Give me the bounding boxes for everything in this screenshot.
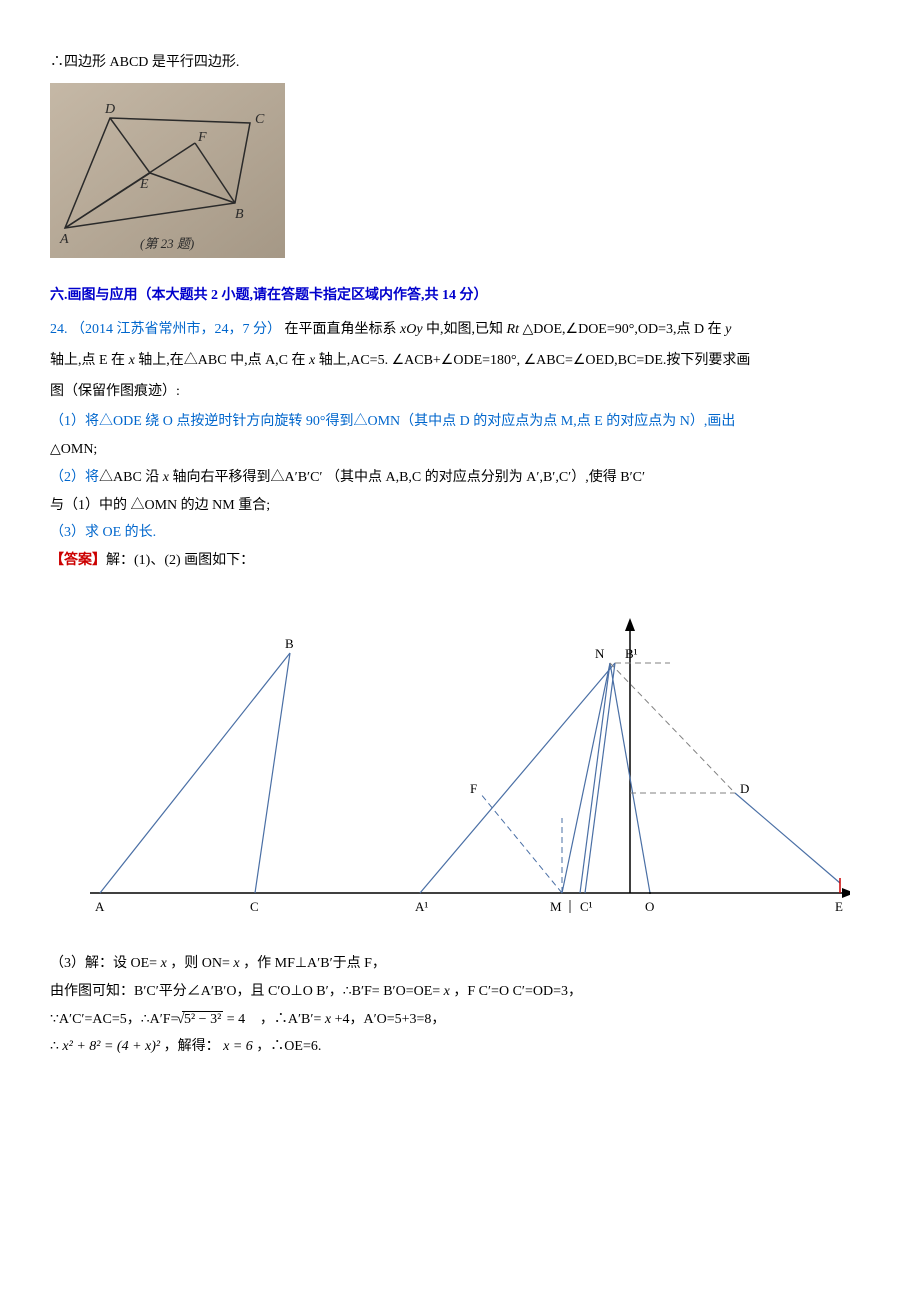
sol-x3: x bbox=[444, 984, 450, 999]
sub-problem-1: （1）将△ODE 绕 O 点按逆时针方向旋转 90°得到△OMN（其中点 D 的… bbox=[50, 410, 870, 434]
problem-24-line2-3: 轴上,AC=5. ∠ACB+∠ODE=180°, ∠ABC=∠OED,BC=DE… bbox=[319, 353, 751, 368]
problem-24-rt: Rt bbox=[507, 322, 519, 337]
problem-24-x1: x bbox=[129, 353, 135, 368]
diag-label-a: A bbox=[95, 899, 105, 914]
diag-label-n: N bbox=[595, 646, 605, 661]
problem-24-line3: 图（保留作图痕迹）: bbox=[50, 379, 870, 404]
sol-3a: ∵A′C′=AC=5，∴A′F= bbox=[50, 1012, 178, 1027]
sol-eq: x² + 8² = (4 + x)² bbox=[62, 1039, 160, 1054]
fig23-label-b: B bbox=[235, 207, 244, 222]
problem-24-intro3: △DOE,∠DOE=90°,OD=3,点 D 在 bbox=[523, 322, 722, 337]
sol-x4: x bbox=[325, 1012, 331, 1027]
conclusion-text: ∴四边形 ABCD 是平行四边形. bbox=[50, 50, 870, 75]
diag-label-b1: B¹ bbox=[625, 646, 638, 661]
sub1-a: （1）将△ODE 绕 O 点按逆时针方向旋转 90°得到△OMN（其中点 D 的… bbox=[50, 414, 735, 429]
section-6-title: 六.画图与应用（本大题共 2 小题,请在答题卡指定区域内作答,共 14 分） bbox=[50, 283, 870, 308]
figure-23-photo: A B C D E F (第 23 题) bbox=[50, 83, 870, 267]
sol-x5: x = 6 bbox=[223, 1039, 253, 1054]
answer-intro-text: 解：(1)、(2) 画图如下： bbox=[106, 553, 254, 568]
diag-label-m: M bbox=[550, 899, 562, 914]
fig23-caption: (第 23 题) bbox=[140, 236, 194, 251]
diag-label-a1: A¹ bbox=[415, 899, 428, 914]
solution-line3: ∵A′C′=AC=5，∴A′F= 5² − 3² = 4 √ ，∴A′B′= x… bbox=[50, 1008, 870, 1032]
problem-24-intro: 24. （2014 江苏省常州市，24，7 分） 在平面直角坐标系 xOy 中,… bbox=[50, 317, 870, 342]
problem-24-y: y bbox=[725, 322, 731, 337]
problem-24-source: （2014 江苏省常州市，24，7 分） bbox=[71, 322, 281, 337]
diag-label-o: O bbox=[645, 899, 654, 914]
fig23-label-f: F bbox=[197, 130, 207, 145]
sub2-c: 轴向右平移得到△A′B′C′ （其中点 A,B,C 的对应点分别为 A′,B′,… bbox=[173, 470, 646, 485]
problem-24-number: 24. bbox=[50, 322, 68, 337]
sub-problem-3: （3）求 OE 的长. bbox=[50, 521, 870, 545]
sol-3c: +4，A′O=5+3=8， bbox=[335, 1012, 446, 1027]
sol-4b: ，解得： bbox=[164, 1039, 220, 1054]
diag-label-b: B bbox=[285, 636, 294, 651]
sol-4c: ，∴OE=6. bbox=[256, 1039, 321, 1054]
sol-3b: ，∴A′B′= bbox=[260, 1012, 321, 1027]
problem-24-intro1: 在平面直角坐标系 bbox=[285, 322, 397, 337]
sub-problem-2d: 与（1）中的 △OMN 的边 NM 重合; bbox=[50, 494, 870, 518]
sol-4a: ∴ bbox=[50, 1039, 59, 1054]
sub-problem-1b: △OMN; bbox=[50, 438, 870, 462]
solution-line4: ∴ x² + 8² = (4 + x)² ，解得： x = 6 ，∴OE=6. bbox=[50, 1035, 870, 1059]
problem-24-line2-1: 轴上,点 E 在 bbox=[50, 353, 125, 368]
fig23-label-c: C bbox=[255, 112, 265, 127]
sol-x2: x bbox=[233, 956, 239, 971]
solution-line1: （3）解：设 OE= x ，则 ON= x ，作 MF⊥A′B′于点 F， bbox=[50, 952, 870, 976]
fig23-label-d: D bbox=[104, 102, 115, 117]
diag-label-c: C bbox=[250, 899, 259, 914]
sub-problem-2: （2）将△ABC 沿 x 轴向右平移得到△A′B′C′ （其中点 A,B,C 的… bbox=[50, 466, 870, 490]
sol-1c: ，作 MF⊥A′B′于点 F， bbox=[243, 956, 386, 971]
answer-intro: 【答案】解：(1)、(2) 画图如下： bbox=[50, 549, 870, 573]
sol-1a: （3）解：设 OE= bbox=[50, 956, 157, 971]
problem-24-xoy: xOy bbox=[400, 322, 423, 337]
problem-24-line2: 轴上,点 E 在 x 轴上,在△ABC 中,点 A,C 在 x 轴上,AC=5.… bbox=[50, 348, 870, 373]
problem-24-x2: x bbox=[309, 353, 315, 368]
sol-x1: x bbox=[161, 956, 167, 971]
diag-label-c1: C¹ bbox=[580, 899, 593, 914]
sol-2b: ，F C′=O C′=OD=3， bbox=[453, 984, 582, 999]
sub2-x: x bbox=[163, 470, 169, 485]
problem-24-line2-2: 轴上,在△ABC 中,点 A,C 在 bbox=[138, 353, 305, 368]
main-diagram: A C B F A¹ M C¹ O N B¹ D E bbox=[50, 593, 870, 932]
sub1-b: △OMN; bbox=[50, 442, 97, 457]
answer-label: 【答案】 bbox=[50, 553, 106, 568]
sol-sqrt: 5² − 3² = 4 bbox=[182, 1011, 249, 1027]
sol-2a: 由作图可知：B′C′平分∠A′B′O，且 C′O⊥O B′，∴B′F= B′O=… bbox=[50, 984, 440, 999]
diag-label-f: F bbox=[470, 781, 477, 796]
diag-label-d: D bbox=[740, 781, 749, 796]
sol-1b: ，则 ON= bbox=[170, 956, 230, 971]
diag-label-e: E bbox=[835, 899, 843, 914]
solution-line2: 由作图可知：B′C′平分∠A′B′O，且 C′O⊥O B′，∴B′F= B′O=… bbox=[50, 980, 870, 1004]
fig23-label-e: E bbox=[139, 177, 149, 192]
sub2-d: 与（1）中的 △OMN 的边 NM 重合; bbox=[50, 498, 270, 513]
sub2-b: △ABC 沿 bbox=[99, 470, 159, 485]
sub2-a: （2）将 bbox=[50, 470, 99, 485]
problem-24-intro2: 中,如图,已知 bbox=[426, 322, 503, 337]
fig23-label-a: A bbox=[59, 232, 69, 247]
